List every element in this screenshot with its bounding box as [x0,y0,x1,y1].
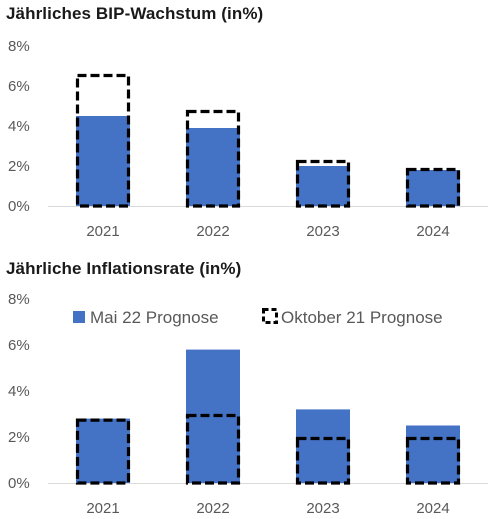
inflation-category-label: 2023 [306,500,339,517]
inflation-bar-okt21-2021 [75,418,131,485]
inflation-ytick-label: 2% [8,429,30,446]
gdp-ytick-label: 6% [8,78,30,95]
inflation-chart-plot: 0% 2% 4% 6% 8% 2021 2022 2023 2024 Mai 22 Prognos… [8,291,488,517]
inflation-ytick-label: 8% [8,291,30,308]
inflation-legend-label-outline: Oktober 21 Prognose [281,308,443,327]
inflation-bar-okt21-2024 [405,436,461,485]
inflation-legend-swatch-filled [73,311,85,323]
gdp-bar-okt21-2023 [295,159,351,208]
gdp-category-label: 2021 [86,223,119,240]
inflation-bar-mai22-2021 [76,418,130,483]
inflation-bar-okt21-2022 [185,413,241,485]
gdp-category-label: 2024 [416,223,449,240]
gdp-chart-title: Jährliches BIP-Wachstum (in%) [6,4,264,23]
inflation-ytick-label: 6% [8,337,30,354]
inflation-category-label: 2021 [86,500,119,517]
gdp-ytick-label: 4% [8,118,30,135]
inflation-category-label: 2024 [416,500,449,517]
gdp-bar-okt21-2022 [185,109,241,208]
inflation-legend-label-filled: Mai 22 Prognose [90,308,219,327]
gdp-chart-plot: 0% 2% 4% 6% 8% 2021 2022 2023 2024 [8,38,488,240]
gdp-category-label: 2022 [196,223,229,240]
inflation-ytick-label: 4% [8,383,30,400]
gdp-ytick-label: 8% [8,38,30,55]
gdp-ytick-label: 0% [8,198,30,215]
gdp-bar-okt21-2024 [405,167,461,208]
gdp-bar-mai22-2023 [296,166,350,206]
inflation-bar-mai22-2023 [296,409,350,483]
inflation-ytick-label: 0% [8,475,30,492]
inflation-chart-title: Jährliche Inflationsrate (in%) [6,259,242,278]
inflation-bar-mai22-2024 [406,425,460,483]
gdp-growth-chart: Jährliches BIP-Wachstum (in%) 0% 2% 4% 6% 8%… [0,0,500,255]
inflation-category-label: 2022 [196,500,229,517]
gdp-ytick-label: 2% [8,158,30,175]
gdp-bar-mai22-2022 [186,128,240,206]
inflation-legend-swatch-outline [262,308,278,324]
gdp-bar-mai22-2024 [406,170,460,206]
inflation-bar-okt21-2023 [295,436,351,485]
gdp-category-label: 2023 [306,223,339,240]
gdp-bar-mai22-2021 [76,116,130,206]
inflation-rate-chart: Jährliche Inflationsrate (in%) 0% 2% 4% 6% 8… [0,255,500,519]
